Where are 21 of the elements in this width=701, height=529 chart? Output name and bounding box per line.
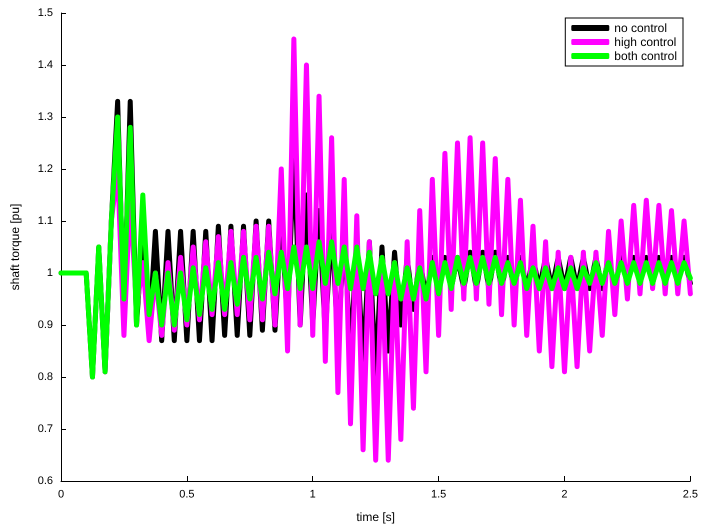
y-tick-label: 0.7	[38, 423, 53, 435]
y-tick-label: 0.9	[38, 319, 53, 331]
x-tick-label: 2	[561, 488, 568, 500]
x-tick-label: 0.5	[179, 488, 195, 500]
legend-label: high control	[614, 35, 676, 49]
y-tick-label: 1.1	[38, 215, 53, 227]
y-tick-label: 1.2	[38, 163, 53, 175]
legend-label: no control	[614, 21, 667, 35]
x-tick-label: 1	[310, 488, 316, 500]
x-tick-label: 1.5	[430, 488, 446, 500]
y-tick-label: 1.5	[38, 7, 53, 19]
y-axis-title: shaft torque [pu]	[8, 204, 22, 290]
x-tick-label: 2.5	[682, 488, 698, 500]
legend-label: both control	[614, 49, 678, 63]
x-axis-title: time [s]	[356, 510, 396, 524]
y-tick-label: 1.3	[38, 111, 53, 123]
y-tick-label: 1.4	[38, 59, 53, 71]
y-tick-label: 0.8	[38, 371, 53, 383]
x-tick-label: 0	[58, 488, 64, 500]
y-tick-label: 1	[46, 267, 53, 279]
y-tick-label: 0.6	[38, 475, 53, 487]
